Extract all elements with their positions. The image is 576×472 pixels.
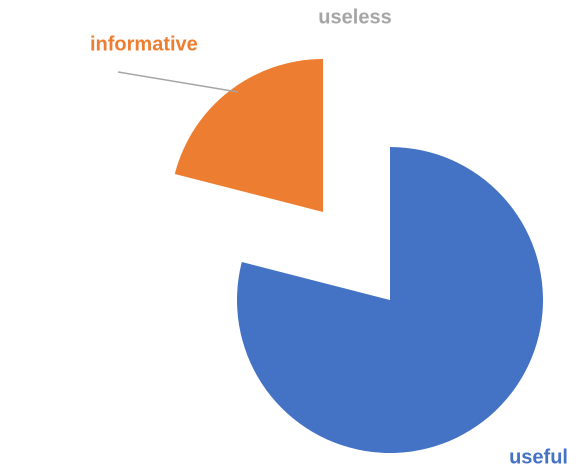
pie-slice: [236, 147, 543, 454]
slice-label: useful: [509, 446, 568, 468]
pie-slice: [174, 59, 323, 212]
slice-label: useless: [318, 6, 391, 28]
slice-label: informative: [90, 33, 198, 55]
leader-line: [117, 71, 239, 93]
